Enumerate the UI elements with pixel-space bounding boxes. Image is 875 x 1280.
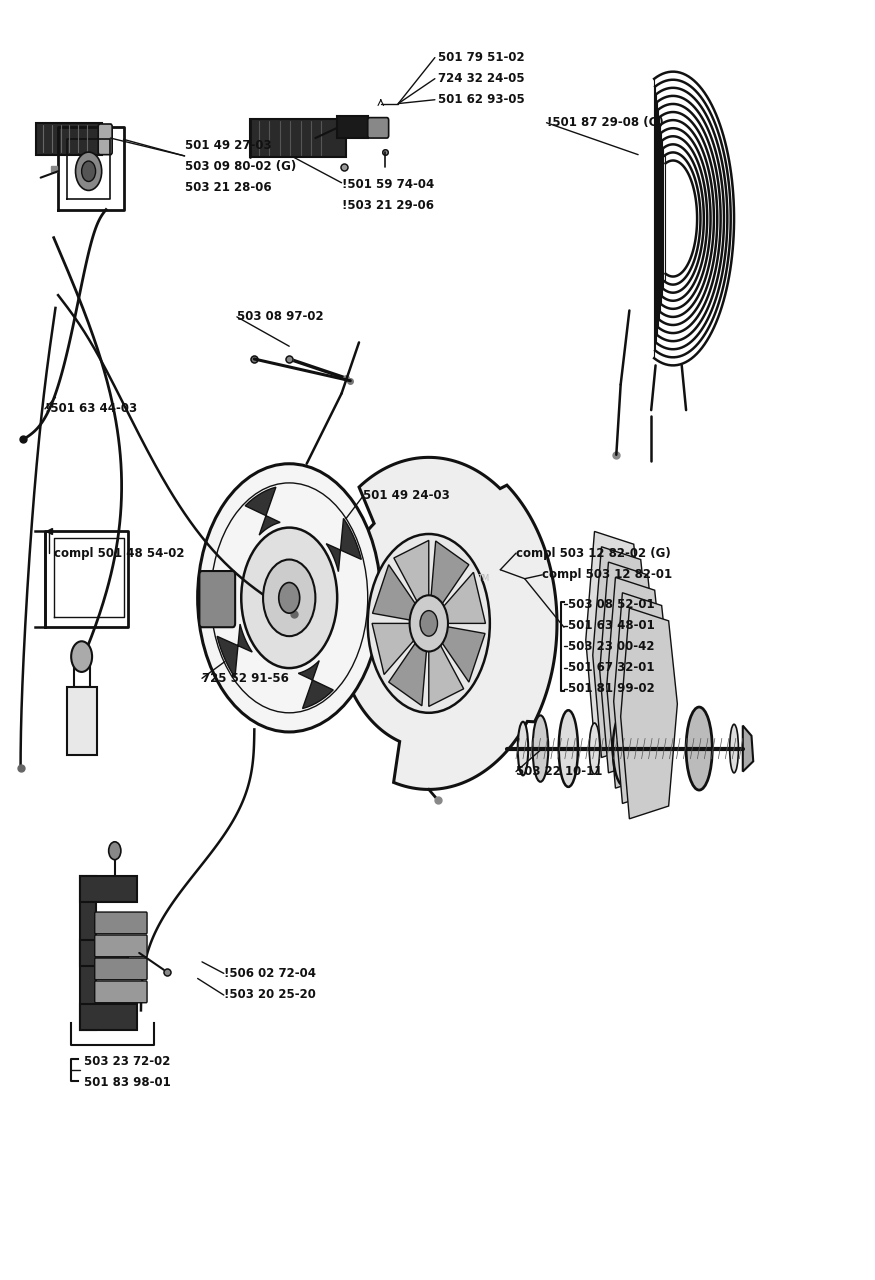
Polygon shape [298, 660, 333, 709]
Polygon shape [337, 457, 557, 790]
Circle shape [420, 611, 438, 636]
Circle shape [198, 463, 381, 732]
Ellipse shape [589, 723, 599, 774]
Text: 725 52 91-56: 725 52 91-56 [202, 672, 289, 685]
Ellipse shape [559, 710, 578, 787]
Circle shape [263, 559, 315, 636]
Text: 501 63 48-01: 501 63 48-01 [569, 618, 655, 632]
Polygon shape [326, 518, 361, 572]
Polygon shape [80, 877, 136, 902]
Circle shape [410, 595, 448, 652]
Text: 501 81 99-02: 501 81 99-02 [569, 682, 655, 695]
Polygon shape [80, 940, 128, 965]
Text: TM: TM [477, 575, 489, 584]
Polygon shape [80, 877, 95, 1029]
Polygon shape [441, 626, 485, 682]
FancyBboxPatch shape [94, 913, 147, 934]
Text: 501 62 93-05: 501 62 93-05 [438, 93, 524, 106]
Text: !501 87 29-08 (G): !501 87 29-08 (G) [547, 116, 663, 129]
Polygon shape [337, 116, 368, 138]
Text: !501 63 44-03: !501 63 44-03 [45, 402, 137, 415]
FancyBboxPatch shape [200, 571, 235, 627]
Text: 501 49 27-03: 501 49 27-03 [185, 140, 271, 152]
Ellipse shape [650, 722, 661, 776]
Ellipse shape [518, 722, 528, 776]
Text: 501 67 32-01: 501 67 32-01 [569, 660, 654, 675]
Polygon shape [217, 625, 252, 677]
Text: 724 32 24-05: 724 32 24-05 [438, 72, 524, 86]
Ellipse shape [612, 710, 637, 787]
Polygon shape [372, 623, 415, 675]
Text: compl 503 12 82-02 (G): compl 503 12 82-02 (G) [516, 547, 671, 559]
Text: 503 21 28-06: 503 21 28-06 [185, 182, 271, 195]
Text: 503 08 97-02: 503 08 97-02 [237, 310, 324, 324]
Text: !503 20 25-20: !503 20 25-20 [224, 988, 316, 1001]
Circle shape [75, 152, 102, 191]
Circle shape [368, 534, 490, 713]
Text: !501 59 74-04: !501 59 74-04 [341, 178, 434, 191]
FancyBboxPatch shape [98, 124, 112, 155]
Text: compl 503 12 82-01: compl 503 12 82-01 [542, 568, 672, 581]
Polygon shape [245, 488, 280, 535]
Text: 501 79 51-02: 501 79 51-02 [438, 51, 524, 64]
Circle shape [81, 161, 95, 182]
Text: 503 23 00-42: 503 23 00-42 [569, 640, 654, 653]
Text: 503 23 72-02: 503 23 72-02 [84, 1055, 171, 1068]
Polygon shape [599, 562, 656, 773]
Text: 503 22 10-11: 503 22 10-11 [516, 765, 602, 778]
Text: 503 09 80-02 (G): 503 09 80-02 (G) [185, 160, 296, 173]
FancyBboxPatch shape [94, 980, 147, 1002]
FancyBboxPatch shape [368, 118, 388, 138]
Polygon shape [250, 119, 346, 157]
Text: 503 08 52-01: 503 08 52-01 [569, 598, 655, 611]
Polygon shape [429, 644, 464, 707]
Polygon shape [443, 572, 486, 623]
Polygon shape [430, 541, 469, 605]
Polygon shape [743, 726, 753, 772]
Circle shape [108, 842, 121, 860]
Ellipse shape [730, 724, 738, 773]
Polygon shape [592, 547, 649, 758]
Polygon shape [80, 1004, 136, 1029]
Polygon shape [373, 564, 416, 621]
Polygon shape [36, 123, 102, 155]
Polygon shape [613, 593, 670, 804]
Polygon shape [606, 577, 663, 788]
Text: !503 21 29-06: !503 21 29-06 [341, 198, 433, 211]
Polygon shape [620, 608, 677, 819]
Text: !506 02 72-04: !506 02 72-04 [224, 966, 316, 980]
Ellipse shape [533, 716, 549, 782]
Text: 501 83 98-01: 501 83 98-01 [84, 1076, 171, 1089]
Polygon shape [585, 531, 642, 742]
Ellipse shape [686, 707, 712, 790]
Polygon shape [394, 540, 429, 603]
Circle shape [242, 527, 337, 668]
Text: PartsTree: PartsTree [212, 593, 523, 649]
Polygon shape [66, 687, 97, 755]
Text: 501 49 24-03: 501 49 24-03 [363, 489, 450, 502]
Circle shape [71, 641, 92, 672]
Text: compl 501 48 54-02: compl 501 48 54-02 [53, 547, 185, 559]
FancyBboxPatch shape [94, 934, 147, 956]
FancyBboxPatch shape [94, 957, 147, 979]
Polygon shape [388, 641, 427, 705]
Circle shape [279, 582, 300, 613]
